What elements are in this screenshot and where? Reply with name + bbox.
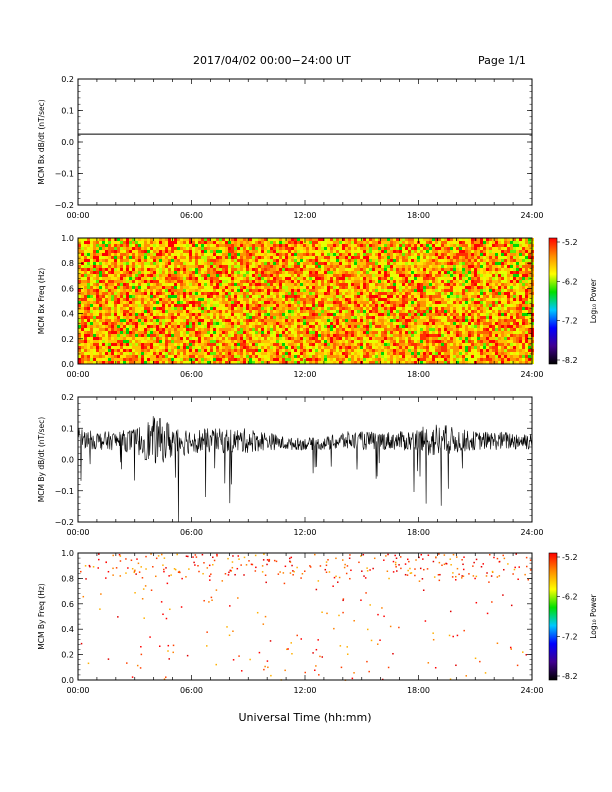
y-tick-label: 0.6 (61, 284, 74, 293)
colorbar: -5.2 -6.2 -7.2 -8.2 Log₁₀ Power (548, 237, 598, 365)
x-tick-label: 00:00 (66, 686, 89, 695)
x-tick-label: 12:00 (293, 686, 316, 695)
panel-1: 00:00 06:00 12:00 18:00 24:00 0.2 0.1 0.0 −0.1 −0… (37, 75, 544, 220)
x-tick-label: 06:00 (180, 370, 203, 379)
y-axis-label: MCM Bx dB/dt (nT/sec) (37, 99, 46, 184)
x-tick-label: 00:00 (66, 370, 89, 379)
page-title: 2017/04/02 00:00−24:00 UT (193, 54, 351, 67)
x-tick-label: 24:00 (520, 370, 543, 379)
y-tick-label: 0.2 (61, 335, 74, 344)
y-tick-label: −0.2 (55, 201, 74, 210)
x-tick-label: 06:00 (180, 211, 203, 220)
x-tick-label: 12:00 (293, 211, 316, 220)
colorbar-tick-label: -8.2 (562, 356, 578, 365)
y-tick-label: 0.8 (61, 574, 74, 583)
x-axis-title: Universal Time (hh:mm) (239, 711, 372, 724)
x-tick-label: 00:00 (66, 211, 89, 220)
page-number: Page 1/1 (478, 54, 526, 67)
y-tick-label: 0.6 (61, 600, 74, 609)
y-axis-label: MCM By dB/dt (nT/sec) (37, 417, 46, 502)
y-tick-label: 0.1 (61, 107, 74, 116)
x-tick-label: 12:00 (293, 370, 316, 379)
x-tick-label: 24:00 (520, 528, 543, 537)
y-tick-label: 0.2 (61, 651, 74, 660)
colorbar: -5.2 -6.2 -7.2 -8.2 Log₁₀ Power (548, 552, 598, 681)
x-tick-label: 18:00 (407, 370, 430, 379)
colorbar-scale (548, 237, 558, 365)
y-tick-label: 0.8 (61, 259, 74, 268)
y-tick-label: 0.2 (61, 393, 74, 402)
by-dbdt-trace (77, 416, 533, 523)
colorbar-tick-label: -6.2 (562, 593, 578, 602)
colorbar-label: Log₁₀ Power (589, 278, 598, 323)
colorbar-tick-label: -7.2 (562, 317, 578, 326)
panel-3: 00:00 06:00 12:00 18:00 24:00 0.2 0.1 0.0 −0.1 −0… (37, 393, 544, 537)
y-tick-label: 0.4 (61, 625, 74, 634)
y-axis-label: MCM Bx Freq (Hz) (37, 268, 46, 334)
y-tick-label: 0.0 (61, 456, 74, 465)
y-tick-label: 1.0 (61, 234, 74, 243)
y-tick-label: 0.0 (61, 360, 74, 369)
y-axis-label: MCM By Freq (Hz) (37, 583, 46, 649)
plot-frame (77, 78, 533, 206)
panel-2: 00:00 06:00 12:00 18:00 24:00 1.0 0.8 0.6 0.4 0.2… (37, 234, 544, 379)
by-spectrogram (80, 553, 532, 681)
y-tick-label: 0.4 (61, 310, 74, 319)
x-tick-label: 18:00 (407, 528, 430, 537)
bx-spectrogram (78, 238, 534, 364)
y-tick-label: −0.1 (55, 170, 74, 179)
plot-frame (77, 552, 533, 681)
x-tick-label: 24:00 (520, 686, 543, 695)
x-tick-label: 06:00 (180, 686, 203, 695)
y-tick-label: −0.1 (55, 487, 74, 496)
colorbar-tick-label: -6.2 (562, 277, 578, 286)
x-tick-label: 24:00 (520, 211, 543, 220)
colorbar-label: Log₁₀ Power (589, 593, 598, 638)
y-tick-label: 0.1 (61, 424, 74, 433)
x-tick-label: 18:00 (407, 686, 430, 695)
x-tick-label: 00:00 (66, 528, 89, 537)
y-tick-label: 1.0 (61, 549, 74, 558)
colorbar-tick-label: -5.2 (562, 553, 578, 562)
panel-4: 00:00 06:00 12:00 18:00 24:00 1.0 0.8 0.6 0.4 0.2… (37, 549, 544, 695)
colorbar-scale (548, 552, 558, 681)
by-dbdt-series (77, 416, 533, 523)
y-tick-label: 0.0 (61, 138, 74, 147)
x-tick-label: 06:00 (180, 528, 203, 537)
colorbar-tick-label: -5.2 (562, 238, 578, 247)
x-tick-label: 18:00 (407, 211, 430, 220)
colorbar-tick-label: -7.2 (562, 632, 578, 641)
y-tick-label: 0.0 (61, 676, 74, 685)
y-tick-label: 0.2 (61, 75, 74, 84)
colorbar-tick-label: -8.2 (562, 672, 578, 681)
x-tick-label: 12:00 (293, 528, 316, 537)
y-tick-label: −0.2 (55, 518, 74, 527)
